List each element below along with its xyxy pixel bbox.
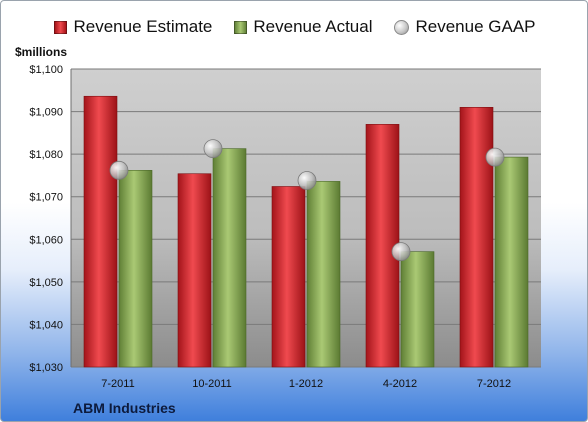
- legend-item-gaap: Revenue GAAP: [394, 17, 536, 37]
- bar-revenue-estimate: [459, 107, 494, 368]
- y-tick-label: $1,060: [29, 234, 63, 246]
- legend-label-actual: Revenue Actual: [253, 17, 373, 36]
- legend-label-estimate: Revenue Estimate: [73, 17, 213, 36]
- y-tick-label: $1,040: [29, 319, 63, 331]
- legend-swatch-gaap: [394, 19, 410, 35]
- y-tick-label: $1,100: [29, 64, 63, 76]
- marker-revenue-gaap: [391, 242, 411, 262]
- y-tick-label: $1,090: [29, 107, 63, 119]
- bar-revenue-estimate: [83, 95, 118, 368]
- y-axis-label: $millions: [15, 45, 68, 59]
- bar-revenue-actual: [400, 251, 435, 368]
- legend-item-actual: Revenue Actual: [234, 17, 372, 37]
- bar-revenue-estimate: [271, 186, 306, 368]
- bar-revenue-actual: [306, 181, 341, 368]
- legend-label-gaap: Revenue GAAP: [415, 17, 536, 36]
- marker-revenue-gaap: [203, 139, 223, 159]
- bar-revenue-estimate: [365, 124, 400, 368]
- y-tick-label: $1,070: [29, 192, 63, 204]
- x-tick-label: 7-2011: [101, 378, 134, 390]
- marker-revenue-gaap: [297, 171, 317, 190]
- marker-revenue-gaap: [109, 160, 129, 180]
- y-tick-label: $1,050: [29, 277, 63, 289]
- legend-item-estimate: Revenue Estimate: [54, 17, 212, 37]
- legend-swatch-estimate: [54, 20, 68, 34]
- bar-revenue-actual: [118, 170, 153, 368]
- y-tick-label: $1,030: [29, 362, 63, 374]
- legend: Revenue Estimate Revenue Actual Revenue …: [1, 17, 587, 37]
- marker-revenue-gaap: [485, 147, 505, 167]
- company-name: ABM Industries: [73, 400, 176, 416]
- x-tick-label: 7-2012: [477, 378, 511, 390]
- bar-revenue-actual: [494, 156, 529, 368]
- x-tick-label: 10-2011: [192, 378, 232, 390]
- legend-swatch-actual: [234, 20, 248, 34]
- bar-revenue-actual: [212, 148, 247, 368]
- bar-revenue-estimate: [177, 173, 212, 368]
- x-tick-label: 4-2012: [383, 378, 417, 390]
- x-tick-label: 1-2012: [289, 378, 323, 390]
- y-tick-label: $1,080: [29, 149, 63, 161]
